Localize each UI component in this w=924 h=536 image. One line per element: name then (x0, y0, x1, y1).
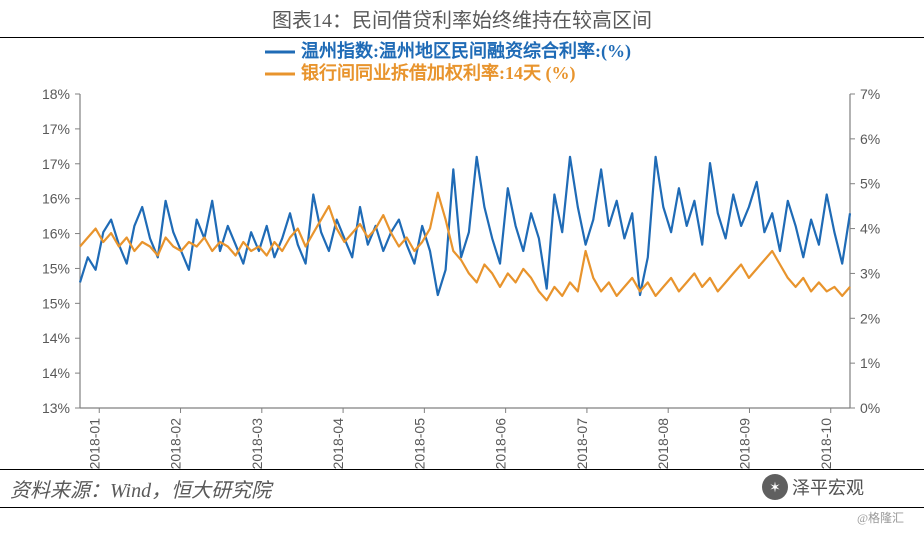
svg-text:4%: 4% (860, 221, 880, 237)
svg-text:16%: 16% (42, 191, 70, 207)
chart-container: 13% 14% 14% 15% 15% 16% 16% 17% 17% 18% 0% 1% 2% 3% 4%… (10, 38, 910, 478)
svg-text:17%: 17% (42, 121, 70, 137)
svg-text:2018-06: 2018-06 (493, 418, 509, 470)
svg-text:2018-01: 2018-01 (86, 418, 102, 470)
chart-title: 图表14：民间借贷利率始终维持在较高区间 (0, 0, 924, 38)
svg-text:6%: 6% (860, 131, 880, 147)
svg-text:7%: 7% (860, 86, 880, 102)
watermark-text: 泽平宏观 (792, 474, 864, 500)
svg-text:银行间同业拆借加权利率:14天 (%): 银行间同业拆借加权利率:14天 (%) (301, 62, 575, 84)
wechat-icon: ✶ (762, 474, 788, 500)
svg-text:14%: 14% (42, 330, 70, 346)
svg-text:2018-08: 2018-08 (655, 418, 671, 470)
svg-text:3%: 3% (860, 265, 880, 281)
watermark-main: ✶ 泽平宏观 (762, 474, 864, 500)
svg-text:5%: 5% (860, 176, 880, 192)
watermark-secondary: @格隆汇 (857, 509, 904, 526)
svg-text:2018-09: 2018-09 (736, 418, 752, 470)
svg-text:2018-04: 2018-04 (330, 418, 346, 470)
svg-text:13%: 13% (42, 400, 70, 416)
svg-text:18%: 18% (42, 86, 70, 102)
svg-text:2%: 2% (860, 310, 880, 326)
svg-text:1%: 1% (860, 355, 880, 371)
svg-text:2018-07: 2018-07 (574, 418, 590, 470)
svg-text:14%: 14% (42, 365, 70, 381)
svg-text:0%: 0% (860, 400, 880, 416)
svg-text:2018-02: 2018-02 (168, 418, 184, 470)
svg-text:2018-05: 2018-05 (411, 418, 427, 470)
svg-text:17%: 17% (42, 156, 70, 172)
svg-text:15%: 15% (42, 260, 70, 276)
svg-text:15%: 15% (42, 295, 70, 311)
svg-text:温州指数:温州地区民间融资综合利率:(%): 温州指数:温州地区民间融资综合利率:(%) (301, 40, 631, 62)
svg-text:2018-10: 2018-10 (818, 418, 834, 470)
svg-text:16%: 16% (42, 226, 70, 242)
svg-text:2018-03: 2018-03 (249, 418, 265, 470)
dual-axis-line-chart: 13% 14% 14% 15% 15% 16% 16% 17% 17% 18% 0% 1% 2% 3% 4%… (10, 38, 910, 478)
